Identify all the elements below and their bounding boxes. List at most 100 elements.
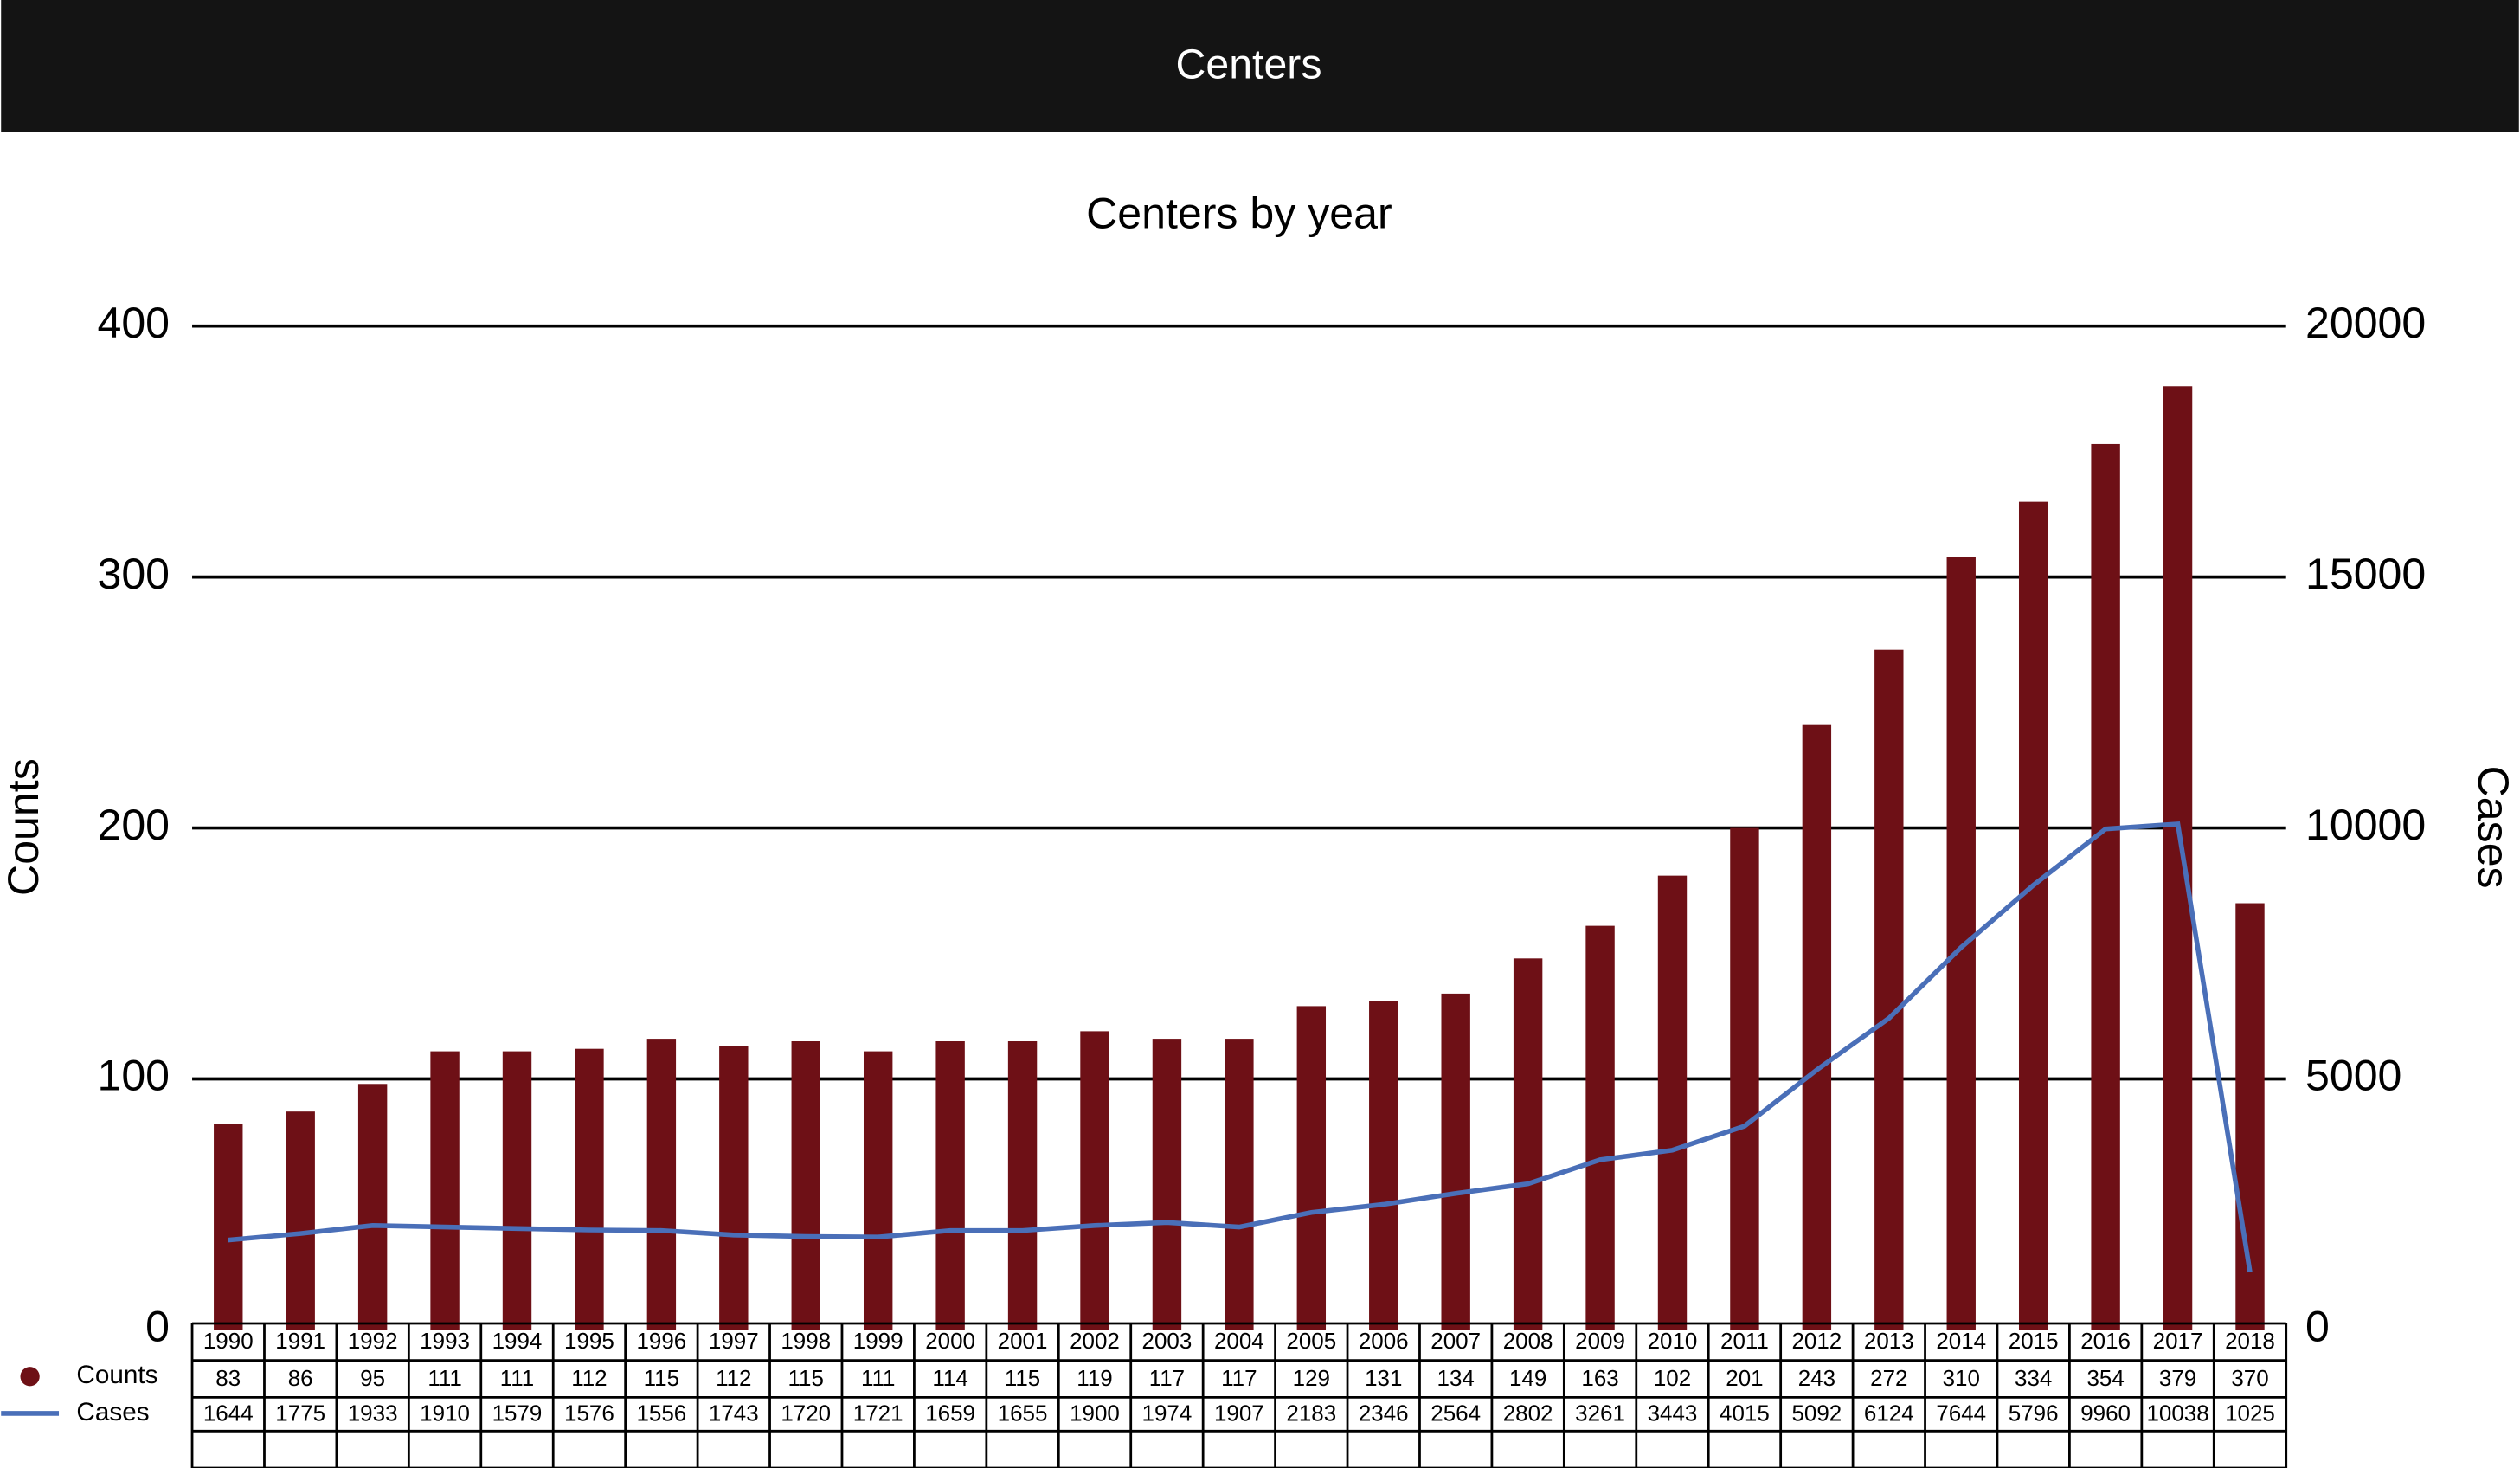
table-cell: 272	[1870, 1365, 1907, 1391]
table-cell: 1974	[1142, 1400, 1192, 1426]
y2-tick-label: 10000	[2305, 801, 2426, 849]
table-cell: 2346	[1359, 1400, 1409, 1426]
table-cell: 5092	[1791, 1400, 1842, 1426]
table-cell: 1720	[781, 1400, 831, 1426]
bar	[1152, 1039, 1182, 1330]
bar	[1225, 1039, 1254, 1330]
table-cell: 117	[1149, 1365, 1185, 1391]
x-tick-label: 2006	[1359, 1328, 1409, 1354]
x-tick-label: 2012	[1791, 1328, 1842, 1354]
table-cell: 134	[1437, 1365, 1475, 1391]
legend-label: Cases	[76, 1398, 149, 1426]
table-cell: 111	[861, 1365, 895, 1391]
x-tick-label: 2000	[925, 1328, 975, 1354]
table-cell: 86	[288, 1365, 313, 1391]
bar	[1657, 875, 1688, 1330]
x-tick-label: 2011	[1720, 1328, 1769, 1354]
table-cell: 149	[1509, 1365, 1546, 1391]
table-cell: 2802	[1503, 1400, 1553, 1426]
bar	[2018, 501, 2048, 1330]
x-tick-label: 1997	[709, 1328, 759, 1354]
bar	[1802, 724, 1832, 1330]
bar	[2163, 386, 2193, 1330]
table-cell: 1659	[925, 1400, 975, 1426]
x-tick-label: 2005	[1286, 1328, 1336, 1354]
table-cell: 112	[571, 1365, 607, 1391]
y-tick-label: 200	[97, 801, 170, 849]
header-bar	[1, 0, 2519, 132]
bar	[575, 1048, 604, 1330]
bar	[719, 1046, 749, 1330]
table-cell: 115	[1005, 1365, 1040, 1391]
x-tick-label: 2003	[1142, 1328, 1192, 1354]
x-tick-label: 1991	[275, 1328, 325, 1354]
legend-label: Counts	[76, 1361, 158, 1389]
bar	[1946, 557, 1976, 1330]
bar	[430, 1051, 460, 1330]
x-tick-label: 2015	[2009, 1328, 2059, 1354]
x-tick-label: 2004	[1214, 1328, 1264, 1354]
table-cell: 1743	[709, 1400, 759, 1426]
bar	[286, 1111, 315, 1330]
table-cell: 1775	[275, 1400, 325, 1426]
table-cell: 3261	[1575, 1400, 1625, 1426]
y2-tick-label: 5000	[2305, 1052, 2401, 1100]
table-cell: 370	[2231, 1365, 2268, 1391]
x-tick-label: 1995	[564, 1328, 614, 1354]
x-tick-label: 2016	[2080, 1328, 2131, 1354]
y-tick-label: 0	[145, 1303, 170, 1351]
table-cell: 201	[1726, 1365, 1763, 1391]
y2-tick-label: 20000	[2305, 299, 2426, 347]
table-cell: 2564	[1430, 1400, 1481, 1426]
header-title: Centers	[1176, 42, 1322, 88]
bar	[935, 1040, 965, 1330]
table-cell: 310	[1943, 1365, 1980, 1391]
bar	[502, 1051, 532, 1330]
table-cell: 83	[215, 1365, 241, 1391]
table-cell: 1933	[348, 1400, 398, 1426]
bar	[2091, 443, 2120, 1330]
table-cell: 10038	[2146, 1400, 2208, 1426]
x-tick-label: 1990	[203, 1328, 254, 1354]
y-tick-label: 100	[97, 1052, 170, 1100]
x-tick-label: 2010	[1648, 1328, 1698, 1354]
table-cell: 1910	[420, 1400, 470, 1426]
y2-tick-label: 0	[2305, 1303, 2330, 1351]
x-tick-label: 2007	[1430, 1328, 1481, 1354]
table-cell: 1579	[492, 1400, 543, 1426]
table-cell: 7644	[1936, 1400, 1986, 1426]
table-cell: 1025	[2225, 1400, 2275, 1426]
x-tick-label: 1994	[492, 1328, 543, 1354]
y2-tick-label: 15000	[2305, 550, 2426, 598]
table-cell: 4015	[1720, 1400, 1770, 1426]
table-cell: 131	[1365, 1365, 1402, 1391]
table-cell: 112	[716, 1365, 751, 1391]
table-cell: 114	[932, 1365, 968, 1391]
x-tick-label: 2002	[1070, 1328, 1120, 1354]
line	[228, 821, 2253, 1273]
table-cell: 243	[1798, 1365, 1835, 1391]
table-cell: 1655	[998, 1400, 1048, 1426]
x-tick-label: 1992	[348, 1328, 398, 1354]
x-tick-label: 2001	[998, 1328, 1048, 1354]
x-tick-label: 2014	[1936, 1328, 1986, 1354]
bar	[646, 1039, 677, 1330]
x-tick-label: 1996	[636, 1328, 686, 1354]
table-cell: 119	[1077, 1365, 1112, 1391]
bar	[1874, 649, 1904, 1330]
table-cell: 1721	[853, 1400, 903, 1426]
y-axis-label: Counts	[0, 758, 48, 896]
table-cell: 1900	[1070, 1400, 1120, 1426]
y-tick-label: 300	[97, 550, 170, 598]
table-cell: 163	[1581, 1365, 1618, 1391]
bar	[1080, 1031, 1109, 1330]
x-tick-label: 2008	[1503, 1328, 1553, 1354]
table-cell: 354	[2086, 1365, 2124, 1391]
table-cell: 115	[788, 1365, 824, 1391]
bar	[1007, 1040, 1038, 1330]
x-tick-label: 1993	[420, 1328, 470, 1354]
table-cell: 5796	[2009, 1400, 2059, 1426]
table-cell: 102	[1654, 1365, 1691, 1391]
x-tick-label: 2013	[1864, 1328, 1914, 1354]
